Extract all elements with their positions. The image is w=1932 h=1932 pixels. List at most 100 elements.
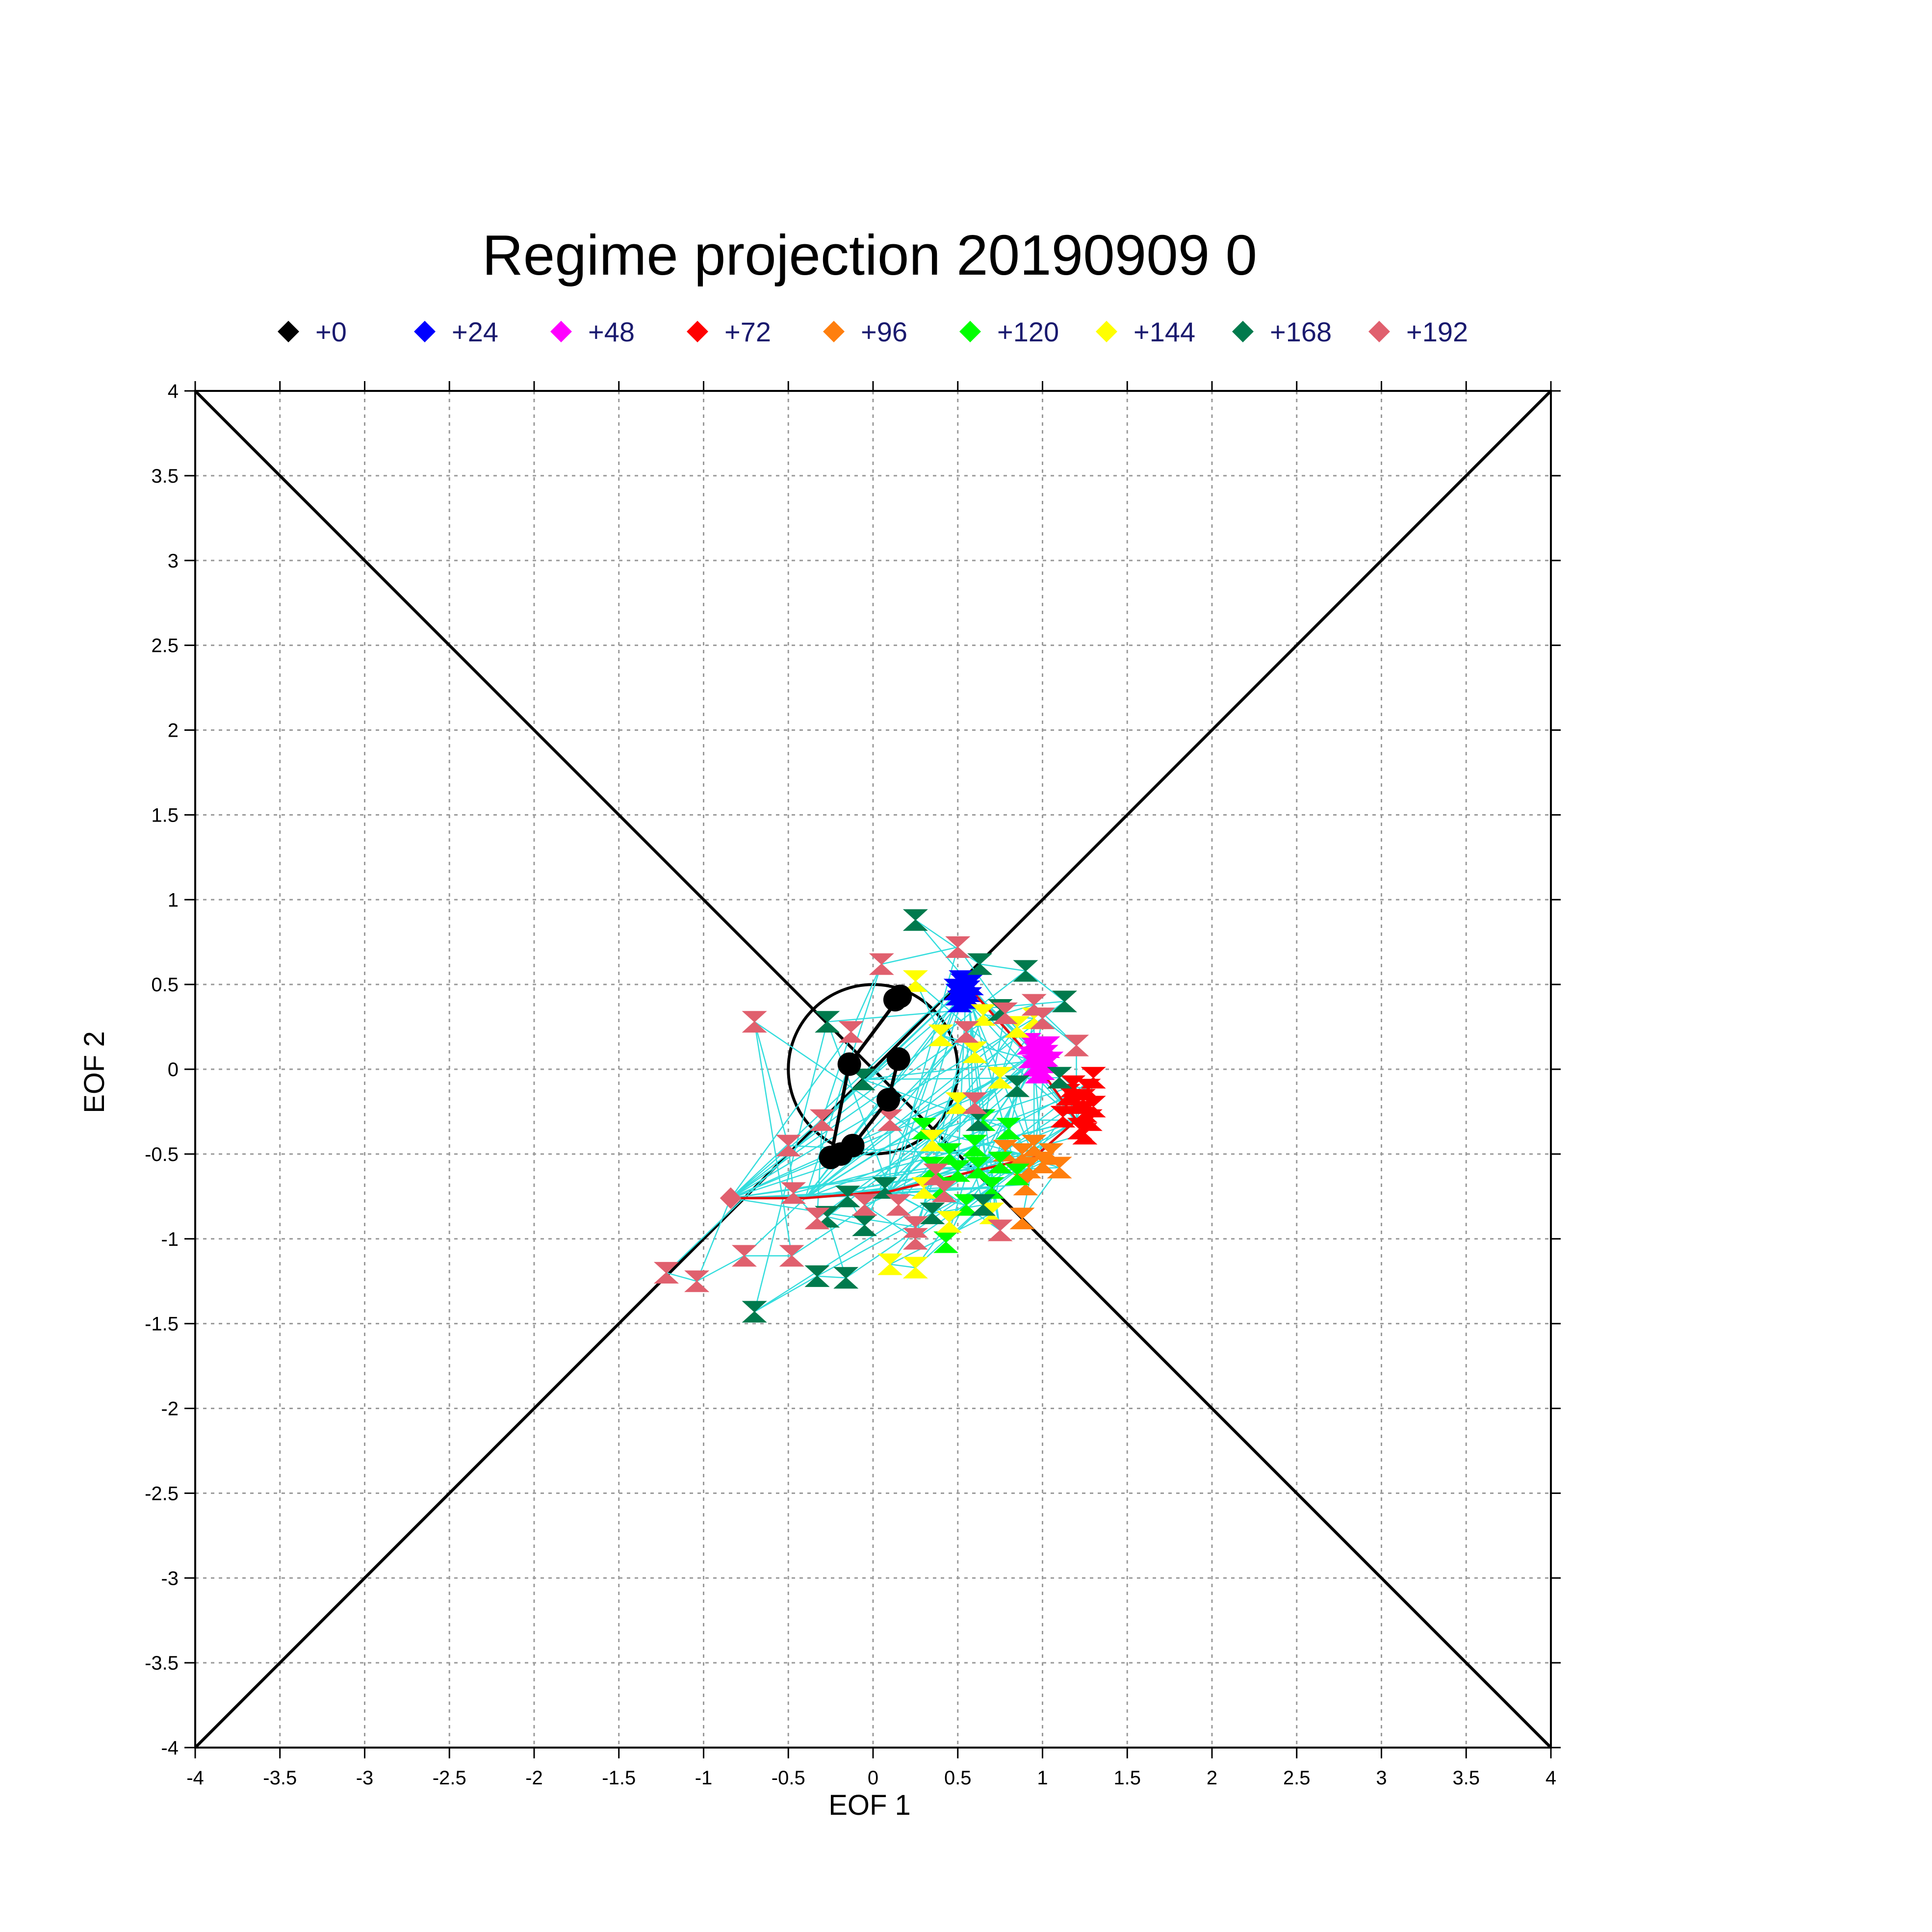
spread-line (791, 1190, 891, 1257)
y-tick-label: -2.5 (145, 1483, 179, 1504)
member-marker-t144 (902, 1257, 928, 1279)
member-marker-t96 (1047, 1157, 1072, 1179)
analysis-track-point (876, 1088, 901, 1112)
member-marker-t168 (967, 953, 993, 975)
member-marker-t168 (833, 1267, 859, 1289)
member-marker-t168 (1005, 1075, 1030, 1097)
spread-line (889, 1031, 967, 1121)
member-marker-t96 (1009, 1208, 1035, 1230)
x-tick-label: -1.5 (602, 1767, 636, 1789)
spread-line (889, 1103, 958, 1192)
legend-marker (278, 321, 299, 342)
member-marker-t48 (1035, 1036, 1060, 1058)
y-tick-label: 1.5 (151, 804, 179, 826)
member-marker-t192 (987, 1219, 1013, 1241)
legend-label: +120 (997, 316, 1059, 347)
spread-line (955, 989, 1077, 1121)
x-tick-label: -0.5 (772, 1767, 805, 1789)
member-marker-t144 (902, 970, 928, 992)
member-marker-t144 (877, 1253, 903, 1275)
member-marker-t168 (872, 1177, 898, 1199)
member-marker-t192 (953, 1021, 979, 1043)
legend-marker (1368, 321, 1390, 342)
member-marker-t144 (945, 1092, 971, 1114)
x-tick-label: 3.5 (1452, 1767, 1480, 1789)
member-marker-t192 (684, 1270, 710, 1292)
member-marker-t144 (928, 1024, 953, 1046)
spread-line (827, 1216, 865, 1226)
spread-line (864, 1119, 1077, 1206)
spread-line (804, 964, 882, 1199)
x-tick-label: 0.5 (944, 1767, 972, 1789)
spread-line (931, 1014, 984, 1141)
spread-line (863, 1060, 1034, 1080)
legend-marker (959, 321, 981, 342)
y-tick-label: 4 (168, 381, 179, 402)
mean-track-start-marker (720, 1187, 742, 1209)
member-marker-t192 (653, 1262, 679, 1284)
legend-label: +96 (861, 316, 907, 347)
member-marker-t120 (987, 1152, 1013, 1174)
member-marker-t168 (835, 1185, 860, 1208)
legend-label: +24 (452, 316, 498, 347)
member-marker-t120 (1005, 1163, 1030, 1185)
spread-line (730, 1031, 852, 1199)
member-marker-t120 (953, 1194, 979, 1216)
legend-marker (550, 321, 572, 342)
legend-label: +72 (724, 316, 771, 347)
y-tick-label: 3 (168, 550, 179, 572)
spread-line (983, 1119, 1009, 1130)
member-marker-t72 (1072, 1123, 1098, 1145)
member-marker-t192 (838, 1021, 864, 1043)
spread-line (753, 1021, 789, 1146)
member-marker-t192 (742, 1011, 767, 1033)
y-tick-label: -2 (161, 1398, 179, 1420)
spread-line (889, 1047, 1048, 1192)
spread-line (957, 984, 967, 1171)
legend-label: +48 (588, 316, 635, 347)
spread-line (884, 1187, 933, 1214)
member-marker-t192 (902, 1228, 928, 1250)
member-marker-t72 (1050, 1106, 1076, 1128)
analysis-track-point (837, 1052, 861, 1076)
y-tick-label: 2 (168, 720, 179, 742)
spread-line (940, 1034, 1034, 1061)
x-axis-label: EOF 1 (828, 1789, 911, 1821)
spread-line (696, 1255, 745, 1282)
y-tick-label: 2.5 (151, 635, 179, 657)
legend-label: +144 (1133, 316, 1195, 347)
legend-marker (1232, 321, 1254, 342)
member-marker-t192 (869, 953, 894, 975)
spread-line (730, 1001, 960, 1199)
member-marker-t120 (965, 1157, 991, 1179)
analysis-track-point (841, 1133, 865, 1158)
member-marker-t144 (936, 1211, 962, 1233)
spread-line (696, 1198, 731, 1282)
member-marker-t192 (945, 936, 971, 958)
legend-label: +192 (1406, 316, 1468, 347)
y-tick-label: -0.5 (145, 1144, 179, 1165)
member-marker-t192 (886, 1194, 911, 1216)
spread-line (816, 1120, 823, 1219)
spread-line (1025, 970, 1065, 1002)
spread-line (889, 1212, 992, 1265)
member-marker-t192 (923, 1163, 949, 1185)
y-axis-label: EOF 2 (78, 1031, 110, 1113)
spread-line (915, 919, 980, 965)
y-tick-label: -1.5 (145, 1314, 179, 1335)
member-marker-t72 (1070, 1089, 1096, 1111)
member-marker-t192 (852, 1194, 877, 1216)
x-tick-label: -1 (695, 1767, 713, 1789)
plot-area (194, 389, 1552, 1749)
y-tick-label: 1 (168, 889, 179, 911)
member-marker-t168 (742, 1301, 767, 1323)
legend-label: +0 (315, 316, 347, 347)
legend-marker (687, 321, 708, 342)
y-tick-label: -1 (161, 1229, 179, 1250)
x-tick-label: -4 (186, 1767, 204, 1789)
x-tick-label: 3 (1376, 1767, 1387, 1789)
member-marker-t168 (920, 1202, 945, 1224)
legend-marker (414, 321, 436, 342)
spread-line (754, 1275, 818, 1313)
